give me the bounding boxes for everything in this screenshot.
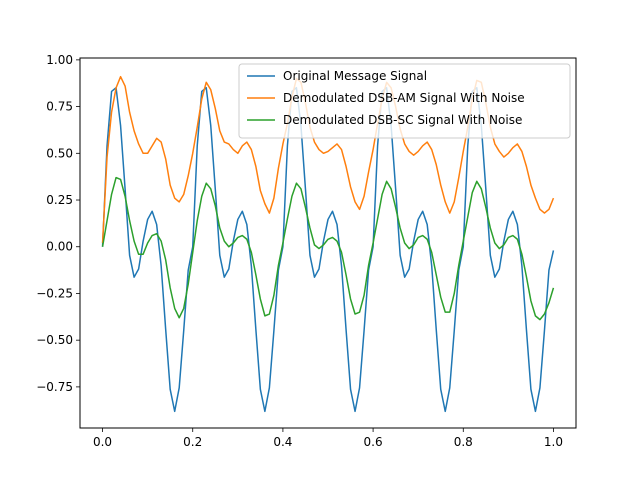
x-tick-label: 0.0 bbox=[93, 435, 112, 449]
y-tick-label: −0.50 bbox=[36, 333, 73, 347]
legend: Original Message Signal Demodulated DSB-A… bbox=[238, 63, 571, 139]
x-tick-label: 1.0 bbox=[544, 435, 563, 449]
legend-box bbox=[238, 63, 571, 139]
legend-label-2: Demodulated DSB-AM Signal With Noise bbox=[283, 91, 525, 105]
y-tick-label: 0.75 bbox=[46, 100, 73, 114]
x-tick-label: 0.8 bbox=[454, 435, 473, 449]
plot-frame bbox=[79, 57, 577, 429]
series-line-3 bbox=[101, 176, 555, 321]
x-axis: 0.0 0.2 0.4 0.6 0.8 1.0 bbox=[93, 428, 563, 449]
y-tick-label: 0.50 bbox=[46, 146, 73, 160]
x-tick-label: 0.6 bbox=[364, 435, 383, 449]
x-tick-label: 0.2 bbox=[183, 435, 202, 449]
y-tick-label: 0.25 bbox=[46, 193, 73, 207]
y-tick-label: −0.25 bbox=[36, 286, 73, 300]
legend-label-3: Demodulated DSB-SC Signal With Noise bbox=[283, 113, 522, 127]
y-tick-label: 1.00 bbox=[46, 53, 73, 67]
x-tick-label: 0.4 bbox=[273, 435, 292, 449]
y-axis: −0.75 −0.50 −0.25 0.00 0.25 0.50 0.75 1.00 bbox=[36, 53, 80, 394]
legend-label-1: Original Message Signal bbox=[283, 69, 427, 83]
y-tick-label: −0.75 bbox=[36, 380, 73, 394]
y-tick-label: 0.00 bbox=[46, 240, 73, 254]
